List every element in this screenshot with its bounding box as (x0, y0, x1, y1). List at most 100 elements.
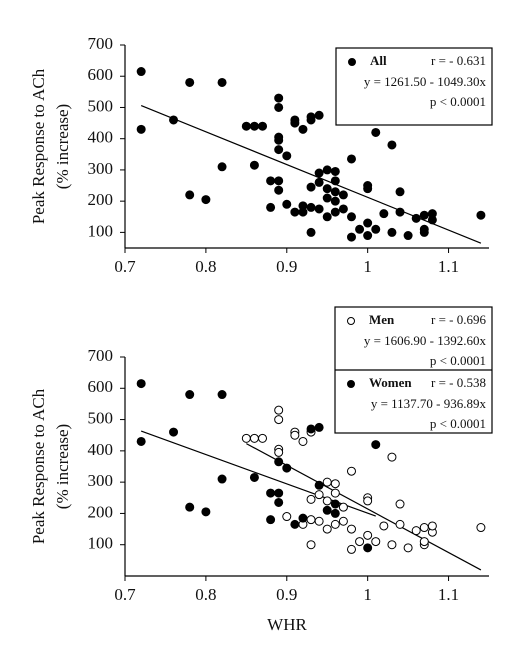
data-point (346, 524, 356, 534)
data-point (266, 176, 276, 186)
data-point (314, 422, 324, 432)
data-point (241, 433, 251, 443)
legend-r: r = - 0.696 (431, 312, 486, 327)
y-tick-label: 400 (88, 440, 114, 459)
data-point (363, 218, 373, 228)
data-point (476, 523, 486, 533)
data-point (322, 505, 332, 515)
data-point (371, 537, 381, 547)
data-point (266, 488, 276, 498)
data-point (217, 162, 227, 172)
legend-marker (347, 380, 355, 388)
x-tick-label: 0.9 (276, 257, 297, 276)
data-point (217, 390, 227, 400)
data-point (330, 519, 340, 529)
data-point (274, 457, 284, 467)
data-point (201, 195, 211, 205)
data-point (274, 145, 284, 155)
data-point (387, 452, 397, 462)
data-point (298, 207, 308, 217)
data-point (169, 427, 179, 437)
x-tick-label: 0.9 (276, 585, 297, 604)
legend-box (335, 47, 493, 126)
data-point (338, 190, 348, 200)
data-point (314, 110, 324, 120)
y-tick-label: 500 (88, 408, 114, 427)
y-tick-label: 200 (88, 502, 114, 521)
data-point (476, 210, 486, 220)
legend-r: r = - 0.538 (431, 375, 486, 390)
data-point (419, 523, 429, 533)
legend-p: p < 0.0001 (430, 94, 486, 109)
data-point (419, 224, 429, 234)
data-point (282, 463, 292, 473)
data-point (306, 494, 316, 504)
data-point (346, 212, 356, 222)
data-point (136, 379, 146, 389)
data-point (290, 118, 300, 128)
data-point (258, 121, 268, 131)
y-tick-label: 700 (88, 34, 114, 53)
data-point (249, 472, 259, 482)
data-point (282, 512, 292, 522)
legend-label: All (370, 53, 387, 68)
data-point (395, 519, 405, 529)
data-point (427, 209, 437, 219)
data-point (330, 508, 340, 518)
y-tick-label: 300 (88, 159, 114, 178)
legend-p: p < 0.0001 (430, 416, 486, 431)
data-point (371, 440, 381, 450)
data-point (371, 224, 381, 234)
data-point (185, 390, 195, 400)
data-point (298, 124, 308, 134)
data-point (322, 184, 332, 194)
data-point (274, 93, 284, 103)
data-point (346, 544, 356, 554)
data-point (136, 436, 146, 446)
x-tick-label: 1 (363, 585, 372, 604)
data-point (274, 488, 284, 498)
data-point (290, 207, 300, 217)
x-tick-label: 1 (363, 257, 372, 276)
data-point (346, 232, 356, 242)
data-point (403, 231, 413, 241)
y-tick-label: 200 (88, 190, 114, 209)
y-axis-label: (% increase) (53, 424, 72, 509)
data-point (249, 121, 259, 131)
data-point (306, 424, 316, 434)
data-point (363, 231, 373, 241)
data-point (338, 502, 348, 512)
data-point (330, 176, 340, 186)
y-axis-label: (% increase) (53, 104, 72, 189)
data-point (274, 497, 284, 507)
regression-line (140, 105, 482, 244)
data-point (355, 537, 365, 547)
data-point (371, 127, 381, 137)
data-point (306, 202, 316, 212)
legend-label: Women (369, 375, 412, 390)
data-point (395, 499, 405, 509)
data-point (322, 212, 332, 222)
legend-marker (348, 58, 356, 66)
data-point (274, 102, 284, 112)
data-point (290, 519, 300, 529)
data-point (379, 521, 389, 531)
y-tick-label: 300 (88, 471, 114, 490)
data-point (241, 121, 251, 131)
legend-marker (347, 317, 355, 325)
y-tick-label: 100 (88, 221, 114, 240)
data-point (274, 135, 284, 145)
regression-line (140, 430, 376, 517)
data-point (419, 210, 429, 220)
data-point (314, 168, 324, 178)
data-point (266, 515, 276, 525)
y-tick-label: 600 (88, 65, 114, 84)
data-point (346, 154, 356, 164)
data-point (411, 213, 421, 223)
data-point (322, 496, 332, 506)
data-point (427, 521, 437, 531)
data-point (306, 515, 316, 525)
data-point (411, 526, 421, 536)
data-point (201, 507, 211, 517)
